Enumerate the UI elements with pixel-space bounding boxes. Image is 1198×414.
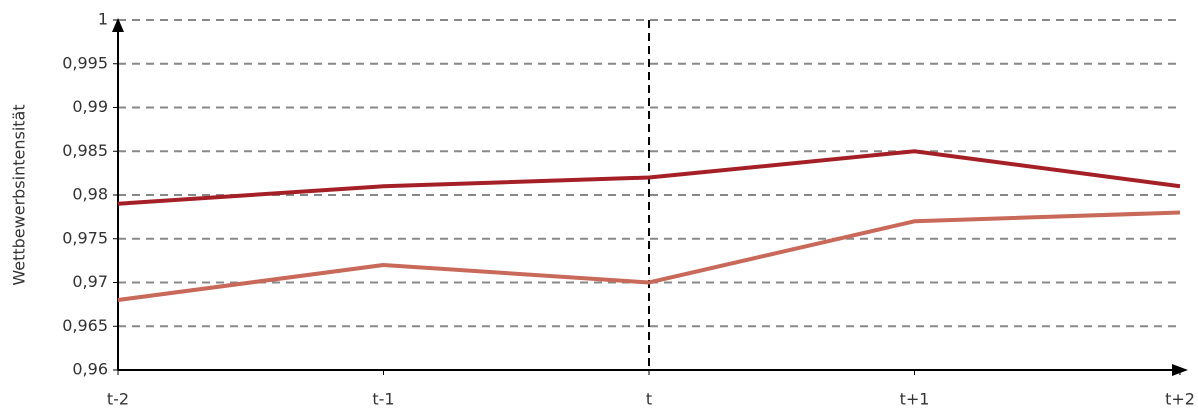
y-tick-label: 0,98 bbox=[72, 185, 108, 204]
x-axis-arrow bbox=[1172, 364, 1188, 376]
y-tick-label: 0,96 bbox=[72, 360, 108, 379]
y-tick-label: 0,99 bbox=[72, 97, 108, 116]
y-tick-label: 0,995 bbox=[62, 53, 108, 72]
y-tick-label: 0,965 bbox=[62, 316, 108, 335]
y-axis-arrow bbox=[112, 18, 124, 32]
y-tick-label: 0,975 bbox=[62, 228, 108, 247]
y-tick-label: 0,985 bbox=[62, 141, 108, 160]
y-axis-label: Wettbewerbsintensität bbox=[10, 104, 29, 285]
series-line bbox=[117, 149, 1181, 206]
x-tick-label: t-1 bbox=[372, 390, 394, 409]
y-tick-label: 0,97 bbox=[72, 272, 108, 291]
x-tick-label: t-2 bbox=[107, 390, 129, 409]
series-line bbox=[117, 210, 1181, 302]
x-tick-label: t+2 bbox=[1165, 390, 1195, 409]
y-tick-label: 1 bbox=[98, 10, 108, 29]
x-tick-label: t+1 bbox=[900, 390, 930, 409]
x-tick-label: t bbox=[646, 390, 652, 409]
